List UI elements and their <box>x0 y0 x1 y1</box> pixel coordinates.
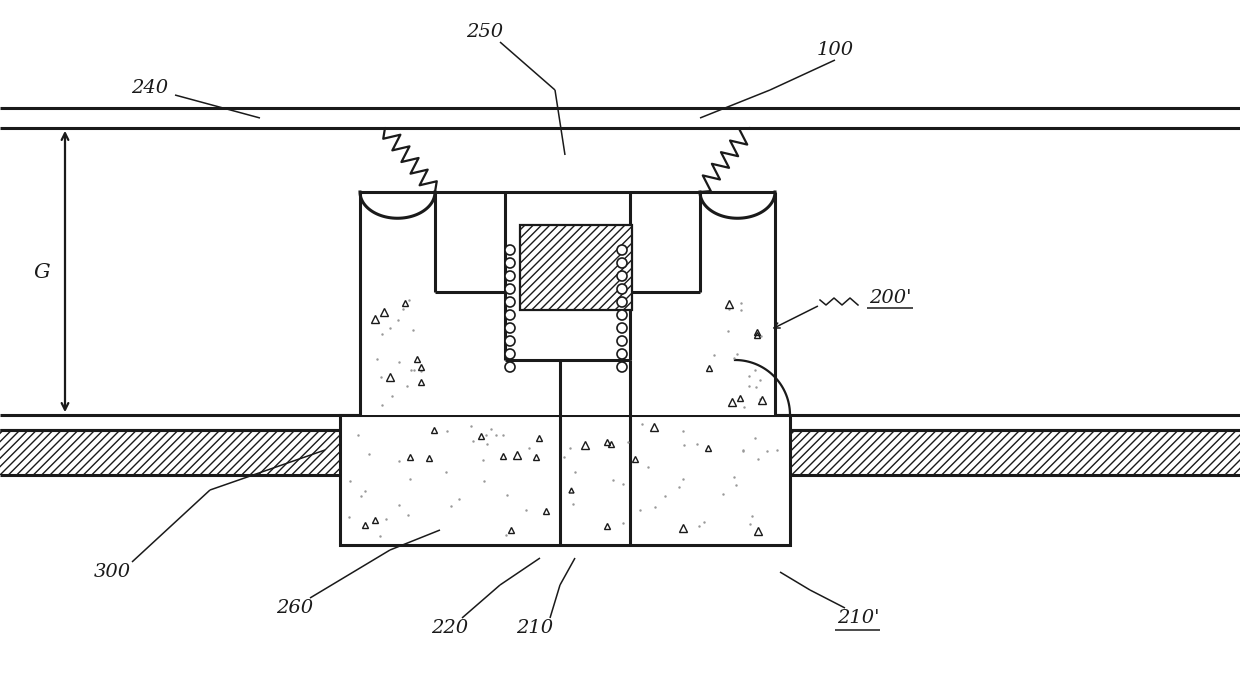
Bar <box>0 430 340 475</box>
Circle shape <box>618 349 627 359</box>
Circle shape <box>618 271 627 281</box>
Text: 210: 210 <box>516 619 553 637</box>
Text: 240: 240 <box>131 79 169 97</box>
Bar <box>790 430 1240 475</box>
Bar <box>360 192 775 415</box>
Circle shape <box>618 310 627 320</box>
Circle shape <box>505 310 515 320</box>
Bar <box>340 415 790 545</box>
Circle shape <box>618 297 627 307</box>
Text: 260: 260 <box>277 599 314 617</box>
Circle shape <box>505 284 515 294</box>
Circle shape <box>505 362 515 372</box>
Circle shape <box>618 284 627 294</box>
Text: G: G <box>33 262 51 282</box>
Bar <box>520 225 632 310</box>
Circle shape <box>618 258 627 268</box>
Circle shape <box>505 258 515 268</box>
Text: 200': 200' <box>869 289 911 307</box>
Text: 100: 100 <box>816 41 853 59</box>
Circle shape <box>618 245 627 255</box>
Text: 300: 300 <box>93 563 130 581</box>
Circle shape <box>505 349 515 359</box>
Bar <box>0 430 340 475</box>
Circle shape <box>618 362 627 372</box>
Circle shape <box>505 336 515 346</box>
Circle shape <box>618 323 627 333</box>
Text: 220: 220 <box>432 619 469 637</box>
Text: 210': 210' <box>837 609 879 627</box>
Circle shape <box>505 323 515 333</box>
Circle shape <box>505 271 515 281</box>
Circle shape <box>618 336 627 346</box>
Circle shape <box>505 297 515 307</box>
Circle shape <box>505 245 515 255</box>
Text: 250: 250 <box>466 23 503 41</box>
